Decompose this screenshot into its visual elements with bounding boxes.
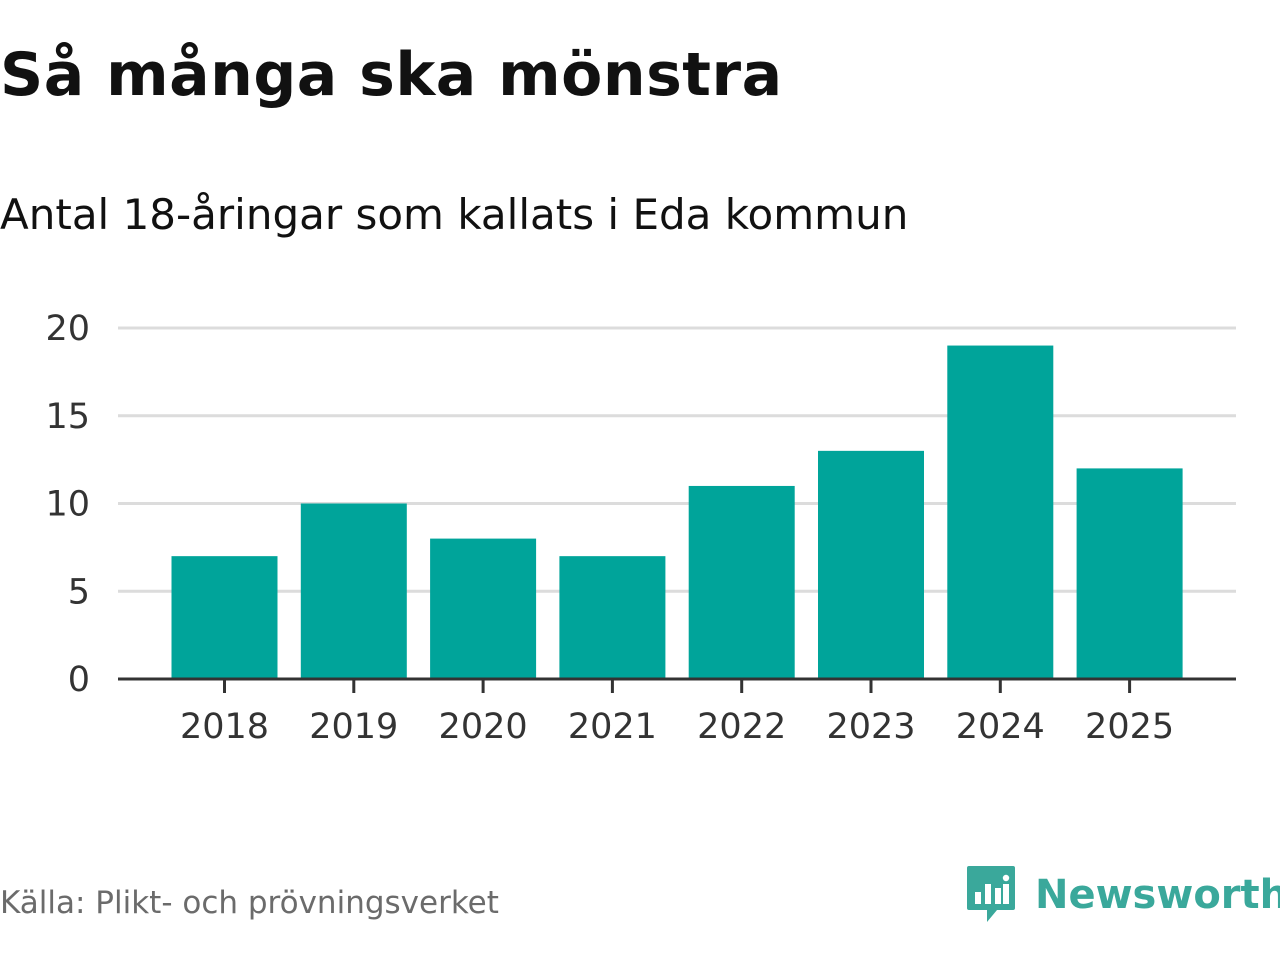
- x-tick-label: 2023: [826, 707, 915, 747]
- y-tick-label: 20: [45, 309, 90, 349]
- gridlines: [118, 326, 1236, 593]
- bar-2024: [947, 345, 1054, 679]
- brand-logo: Newsworthy: [965, 864, 1280, 926]
- bar-2022: [688, 485, 795, 679]
- axes: 0 5 10 15 20 2018 2019 2020 2021 2022 2023 2024 2025: [45, 309, 1236, 747]
- chart-subtitle: Antal 18-åringar som kallats i Eda kommu…: [0, 190, 909, 239]
- y-tick-label: 0: [68, 660, 90, 700]
- x-tick-label: 2024: [956, 707, 1045, 747]
- bar-2018: [171, 556, 278, 679]
- bars: [171, 345, 1183, 679]
- x-tick-label: 2021: [568, 707, 657, 747]
- brand-name: Newsworthy: [1035, 872, 1280, 918]
- source-note: Källa: Plikt- och prövningsverket: [0, 885, 499, 921]
- bar-2021: [559, 556, 666, 679]
- bar-2020: [430, 538, 537, 679]
- bar-2025: [1076, 468, 1183, 679]
- x-tick-label: 2022: [697, 707, 786, 747]
- bar-2019: [300, 503, 407, 679]
- chart-title: Så många ska mönstra: [0, 40, 783, 110]
- x-tick-label: 2025: [1085, 707, 1174, 747]
- y-tick-label: 10: [45, 485, 90, 525]
- x-tick-label: 2020: [439, 707, 528, 747]
- y-tick-label: 5: [68, 572, 90, 612]
- newsworthy-logo-icon: [967, 866, 1015, 922]
- x-tick-label: 2018: [180, 707, 269, 747]
- y-tick-label: 15: [45, 397, 90, 437]
- bar-2023: [818, 450, 924, 679]
- x-tick-label: 2019: [309, 707, 398, 747]
